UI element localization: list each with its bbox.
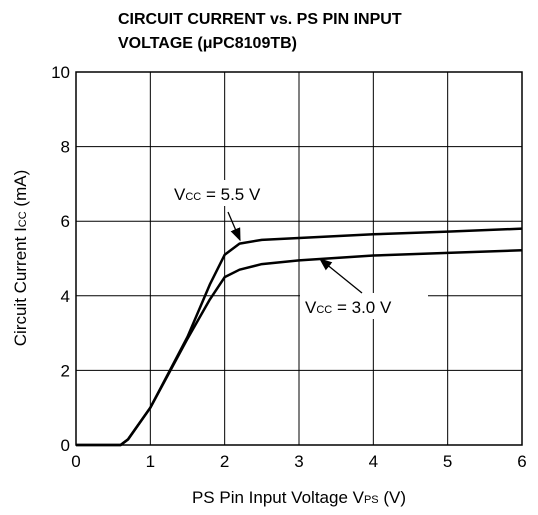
annotation-arrow [318,258,363,294]
y-tick-label: 8 [61,138,70,157]
y-axis-label-unit: (mA) [11,170,30,212]
plot-frame [75,71,523,446]
y-tick-label: 10 [51,63,70,82]
x-tick-label: 1 [146,452,155,471]
series-label-sub: CC [316,304,332,316]
x-tick-label: 6 [517,452,526,471]
x-tick-label: 0 [71,452,80,471]
series-label-sub: CC [185,191,201,203]
chart-title: VOLTAGE (μPC8109TB) [118,35,297,52]
annotation-arrow [227,211,241,242]
label-bg [166,180,282,206]
series-label: VCC = 5.5 V [174,185,261,204]
x-axis-label-sub: PS [364,494,379,506]
y-tick-label: 6 [61,212,70,231]
series-label-rest: = 5.5 V [201,185,261,204]
x-tick-label: 4 [369,452,378,471]
series-label-main: V [305,298,317,317]
chart-title: CIRCUIT CURRENT vs. PS PIN INPUT [118,11,402,28]
x-axis-label-main: PS Pin Input Voltage V [192,488,365,507]
series-label-main: V [174,185,186,204]
x-tick-label: 3 [294,452,303,471]
y-axis-label-main: Circuit Current I [11,227,30,346]
label-bg [300,293,428,319]
y-tick-label: 0 [61,436,70,455]
y-axis-label-sub: CC [17,211,29,227]
x-tick-label: 5 [443,452,452,471]
y-axis-label: Circuit Current ICC (mA) [11,170,30,346]
y-tick-label: 2 [61,361,70,380]
series-line [76,249,523,447]
x-tick-label: 2 [220,452,229,471]
series-label-rest: = 3.0 V [332,298,392,317]
x-axis-label-unit: (V) [379,488,406,507]
series-label: VCC = 3.0 V [305,298,392,317]
x-axis-label: PS Pin Input Voltage VPS (V) [192,488,406,507]
plot-area: 0 1 2 3 4 5 6 0 2 4 6 8 10 [51,63,527,471]
y-tick-label: 4 [61,287,70,306]
